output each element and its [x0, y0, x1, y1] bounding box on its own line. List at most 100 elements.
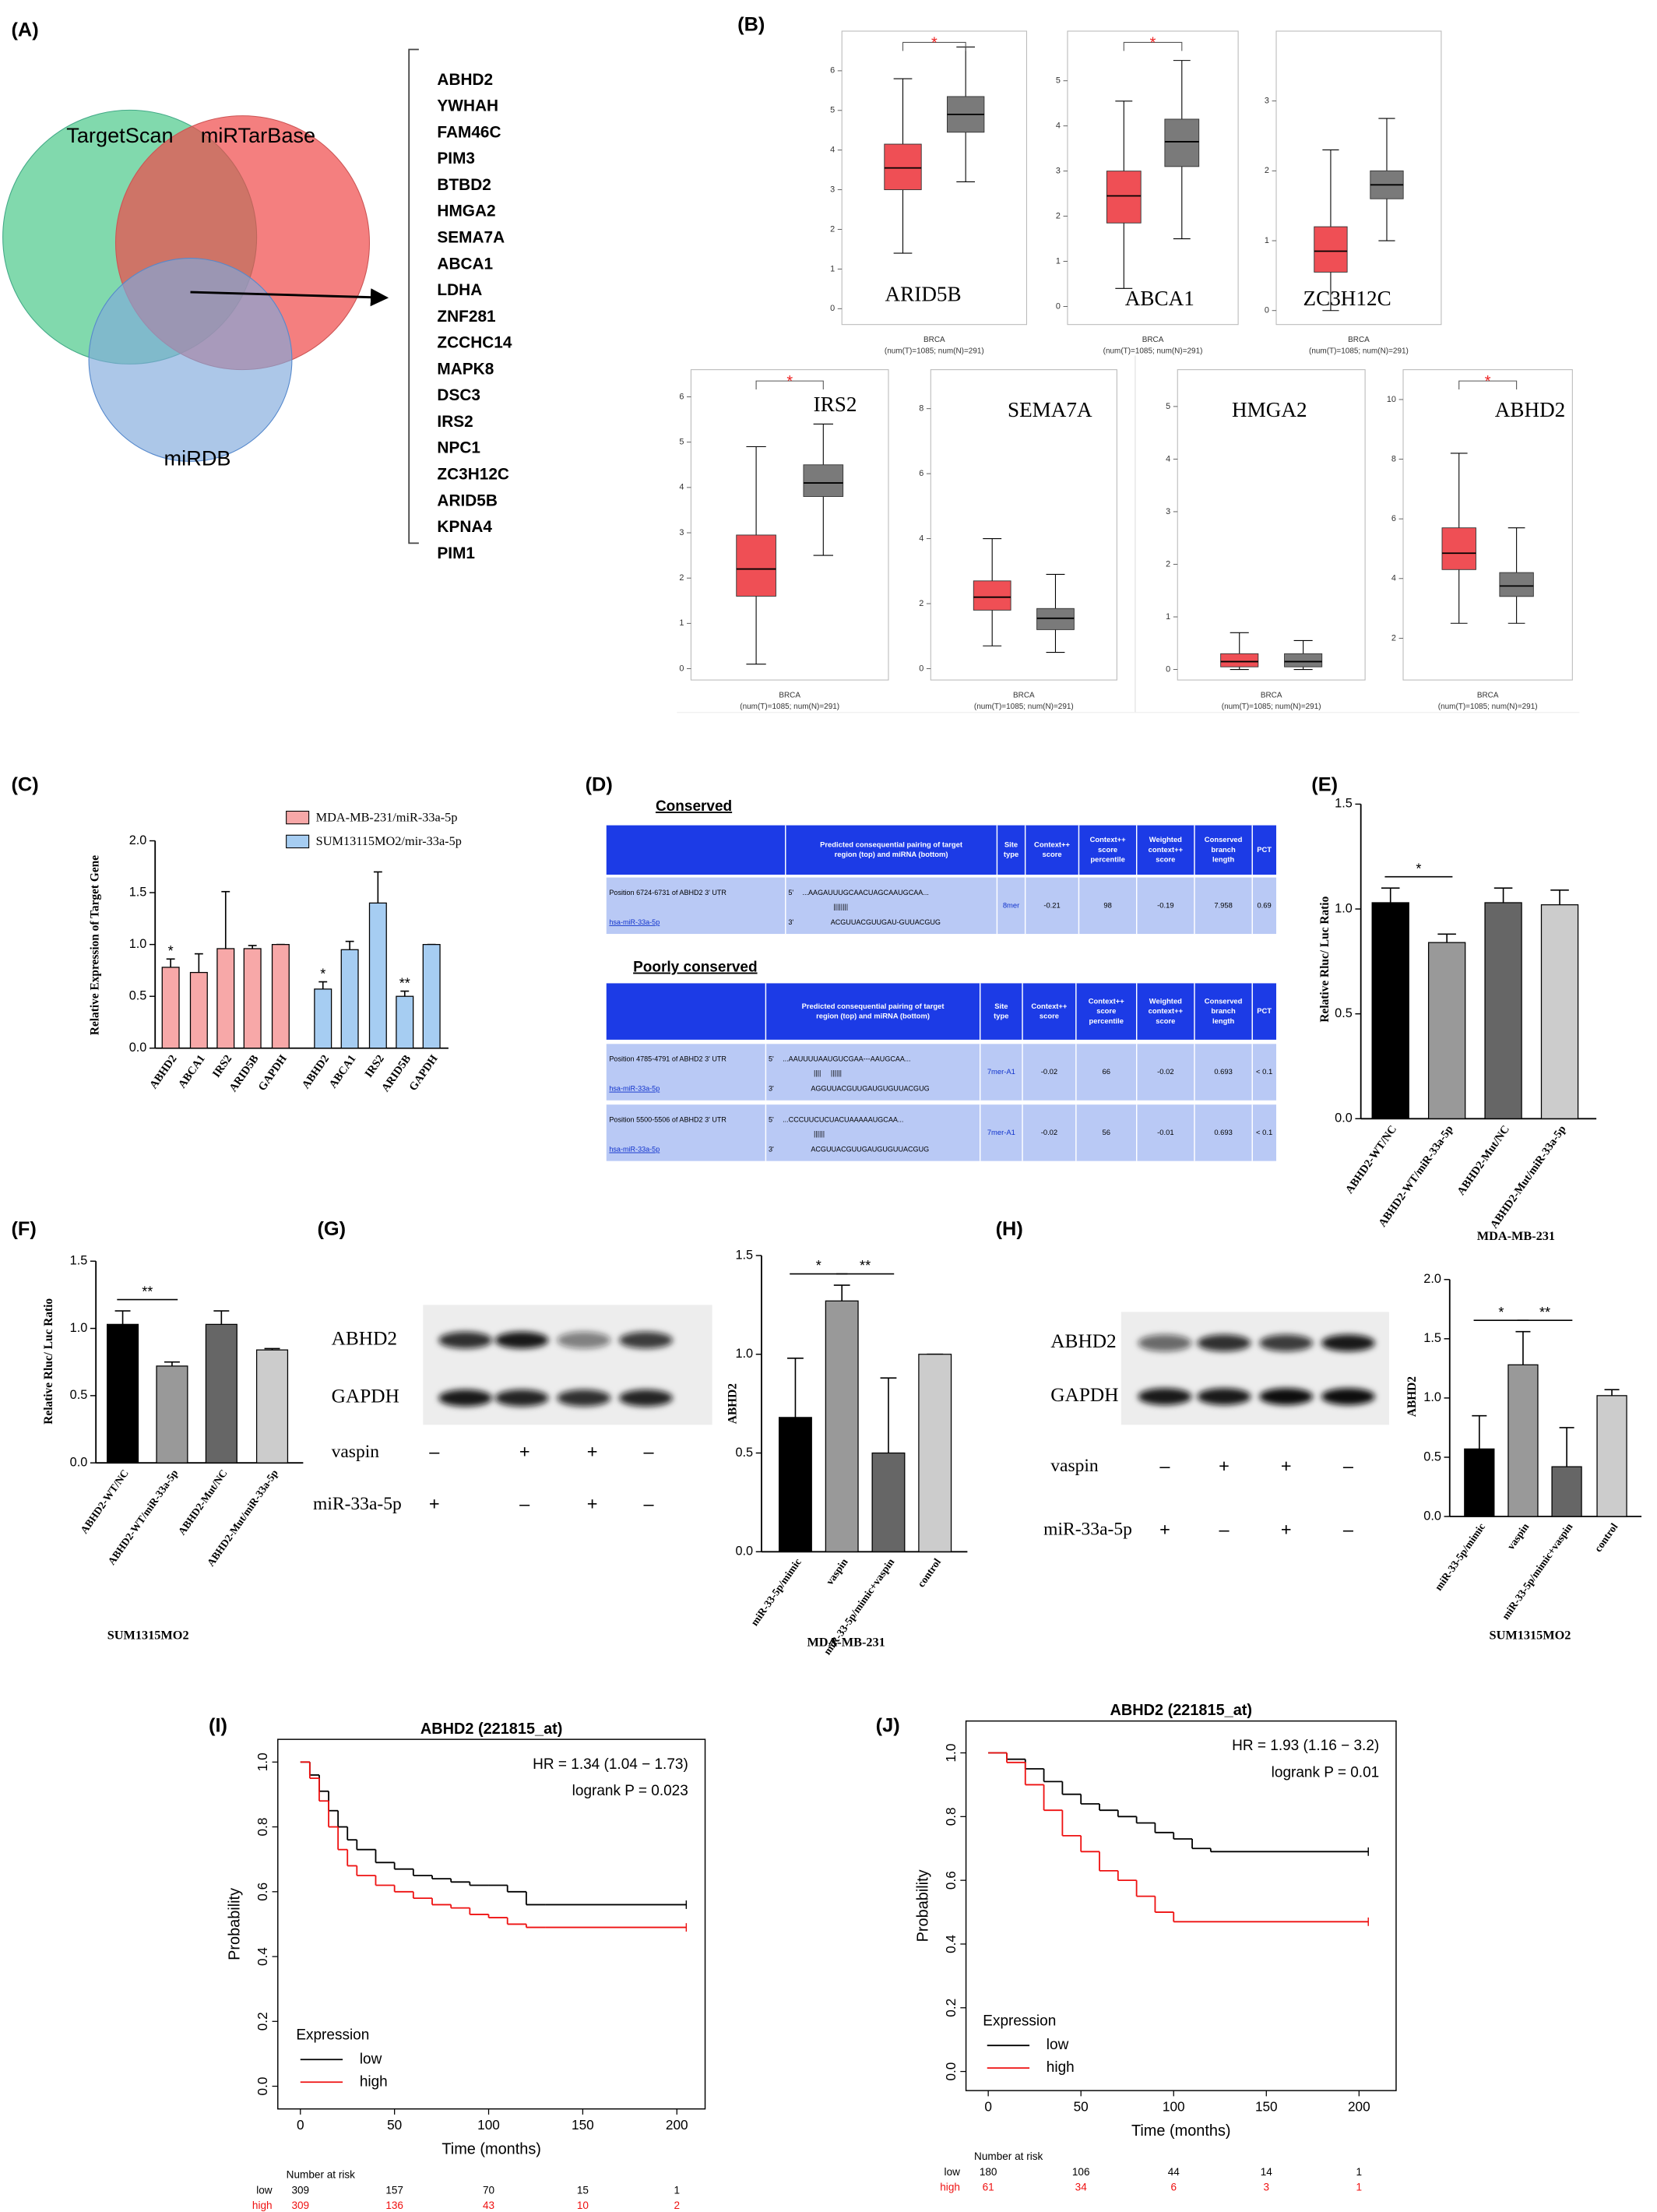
y-tick-label: 0.2 — [255, 2012, 270, 2031]
bar — [161, 967, 180, 1049]
bar — [871, 1452, 906, 1552]
y-tick-label: 0 — [830, 304, 835, 313]
bar — [825, 1300, 859, 1552]
bar — [1507, 1364, 1539, 1517]
panel-label: (A) — [11, 19, 38, 41]
x-tick-label: 50 — [387, 2117, 402, 2133]
column-header: type — [994, 1011, 1008, 1020]
blot-band — [1259, 1334, 1314, 1352]
treatment-label: vaspin — [332, 1442, 380, 1462]
column-header: PCT — [1257, 1006, 1272, 1015]
treatment-label: miR-33a-5p — [313, 1494, 402, 1514]
treatment-sign: + — [1281, 1456, 1292, 1476]
column-header: Conserved — [1205, 996, 1243, 1005]
box — [736, 534, 776, 597]
x-axis-label: BRCA — [1142, 336, 1164, 344]
at-risk-value: 157 — [385, 2184, 403, 2196]
at-risk-value: 180 — [980, 2166, 997, 2178]
position: Position 6724-6731 of ABHD2 3' UTR — [609, 889, 726, 896]
y-tick-label: 2 — [1391, 633, 1396, 643]
x-axis-label: Time (months) — [1131, 2122, 1231, 2140]
y-tick-label: 2.0 — [129, 833, 147, 847]
gene-name: PIM3 — [437, 150, 475, 167]
y-axis-label: Relative Rluc/ Luc Ratio — [1318, 896, 1332, 1022]
gene-name: BTBD2 — [437, 176, 491, 194]
panel-label: (E) — [1311, 774, 1338, 796]
cell-value: 66 — [1103, 1067, 1110, 1076]
x-tick-label: 150 — [1255, 2098, 1278, 2114]
blot-band — [557, 1331, 611, 1349]
alignment: AGGUUACGUUGAUGUGUUACGUG — [811, 1085, 929, 1093]
panel-label: (D) — [586, 774, 613, 796]
y-axis-label: Relative Expression of Target Gene — [89, 855, 102, 1035]
y-tick-label: 1 — [679, 618, 684, 628]
at-risk-value: 2 — [674, 2200, 680, 2211]
y-tick-label: 0.0 — [255, 2077, 270, 2096]
blot-background — [1120, 1312, 1389, 1425]
column-header: branch — [1211, 845, 1236, 854]
y-tick-label: 0.2 — [943, 1999, 959, 2017]
set-label: miRDB — [164, 446, 231, 470]
y-tick-label: 4 — [1166, 454, 1170, 463]
at-risk-value: 3 — [1264, 2182, 1270, 2193]
treatment-sign: – — [644, 1442, 655, 1462]
treatment-sign: + — [1219, 1456, 1230, 1476]
significance: * — [320, 966, 325, 981]
y-tick-label: 0.4 — [255, 1947, 270, 1966]
gene-name: ABHD2 — [437, 71, 493, 89]
y-tick-label: 3 — [679, 528, 684, 537]
x-tick-label: 50 — [1074, 2098, 1089, 2114]
at-risk-value: 70 — [483, 2184, 495, 2196]
y-tick-label: 1.0 — [255, 1752, 270, 1771]
significance: * — [816, 1258, 821, 1273]
panel-label: (I) — [209, 1715, 227, 1737]
at-risk-value: 1 — [1356, 2166, 1363, 2178]
gene-name: HMGA2 — [437, 203, 495, 220]
y-tick-label: 6 — [919, 469, 923, 478]
bar — [314, 988, 332, 1049]
cell-value: -0.01 — [1157, 1128, 1173, 1136]
x-axis-label: SUM1315MO2 — [107, 1628, 189, 1643]
alignment: 3' — [788, 918, 793, 926]
blot-band — [1321, 1388, 1375, 1405]
y-tick-label: 0.5 — [129, 988, 147, 1002]
blot-band — [438, 1390, 493, 1407]
chart-title: ABHD2 (221815_at) — [1110, 1702, 1252, 1719]
column-header: Context++ — [1090, 835, 1127, 844]
column-header: percentile — [1089, 1016, 1124, 1025]
treatment-sign: – — [644, 1494, 655, 1514]
bar — [1464, 1448, 1495, 1517]
y-tick-label: 1.0 — [129, 937, 147, 951]
column-header: Predicted consequential pairing of targe… — [820, 840, 963, 848]
at-risk-value: 10 — [577, 2200, 589, 2211]
treatment-sign: + — [1159, 1519, 1170, 1539]
at-risk-value: 309 — [291, 2184, 309, 2196]
treatment-sign: – — [1343, 1456, 1354, 1476]
treatment-sign: + — [587, 1494, 598, 1514]
gene-title: ABHD2 — [1495, 398, 1566, 421]
venn-circle — [88, 258, 293, 462]
y-tick-label: 2 — [919, 599, 923, 608]
bar — [216, 948, 235, 1049]
plot-frame — [965, 1720, 1397, 2091]
cell-value: 7.958 — [1214, 900, 1233, 909]
treatment-label: vaspin — [1050, 1456, 1099, 1476]
bar — [340, 949, 359, 1049]
legend-title: Expression — [296, 2027, 369, 2044]
y-tick-label: 0 — [1056, 301, 1061, 311]
box — [803, 464, 844, 497]
bracket — [408, 48, 419, 544]
gene-title: SEMA7A — [1008, 398, 1092, 421]
y-tick-label: 1.0 — [70, 1321, 88, 1335]
x-tick-label: 100 — [1163, 2098, 1185, 2114]
plot-frame — [1177, 369, 1366, 681]
legend-label: low — [1047, 2037, 1069, 2053]
bar — [396, 995, 414, 1049]
y-tick-label: 0.0 — [943, 2062, 959, 2081]
x-axis-label: MDA-MB-231 — [1477, 1228, 1555, 1243]
at-risk-title: Number at risk — [287, 2168, 355, 2180]
chart-title: ABHD2 (221815_at) — [420, 1721, 563, 1738]
y-tick-label: 2 — [1265, 166, 1269, 175]
cell-value: -0.02 — [1041, 1128, 1057, 1136]
at-risk-value: 136 — [385, 2200, 403, 2211]
